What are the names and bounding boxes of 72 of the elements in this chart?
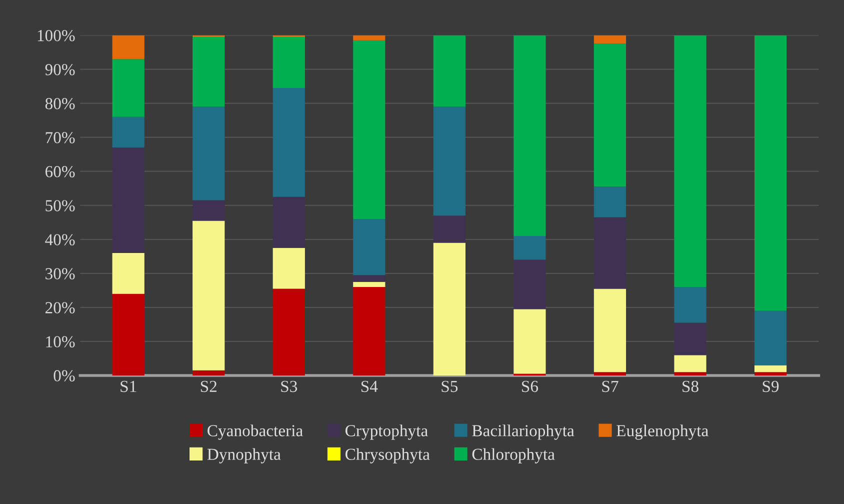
y-tick-label: 90% <box>45 64 75 76</box>
bar <box>674 287 706 323</box>
bar <box>674 322 706 356</box>
x-tick-label: S1 <box>120 380 136 392</box>
x-tick-label: S3 <box>281 380 298 392</box>
bar <box>594 35 626 44</box>
bar <box>674 355 706 372</box>
x-tick-label: S5 <box>442 380 458 392</box>
x-tick-label: S8 <box>682 380 698 392</box>
bar <box>112 148 144 254</box>
y-tick-label: 80% <box>45 98 75 110</box>
x-tick-label: S9 <box>762 380 779 392</box>
legend-label: Bacillariophyta <box>472 424 574 440</box>
bar <box>272 88 305 197</box>
legend-label: Chrysophyta <box>345 448 430 464</box>
bar <box>433 242 466 376</box>
y-tick-label: 100% <box>38 30 75 42</box>
bar <box>674 372 706 376</box>
y-tick-label: 0% <box>54 370 75 382</box>
bar <box>433 35 466 107</box>
bar <box>514 309 546 374</box>
bar <box>353 218 386 276</box>
bar <box>514 260 546 310</box>
bar <box>754 35 787 311</box>
bar <box>272 36 305 88</box>
legend-label: Chlorophyta <box>472 448 555 464</box>
bar <box>192 220 225 370</box>
bar <box>433 216 466 243</box>
x-tick-label: S6 <box>522 380 538 392</box>
bar <box>112 59 144 117</box>
bar <box>272 288 305 376</box>
bar <box>514 236 546 260</box>
bar <box>353 40 386 219</box>
bar <box>754 310 787 366</box>
bar <box>594 44 626 187</box>
bar <box>112 116 144 148</box>
bar <box>754 365 787 372</box>
bar <box>192 200 225 221</box>
legend-label: Cryptophyta <box>345 424 428 440</box>
bar <box>594 186 626 218</box>
x-tick-label: S4 <box>361 380 378 392</box>
bar <box>433 106 466 216</box>
bar <box>272 196 305 248</box>
x-tick-label: S2 <box>200 380 216 392</box>
bar <box>272 248 305 289</box>
bar <box>674 35 706 288</box>
bar <box>192 36 225 107</box>
y-tick-label: 40% <box>45 234 75 246</box>
bar <box>594 288 626 372</box>
bar <box>112 35 144 60</box>
y-tick-label: 30% <box>46 268 75 280</box>
bar <box>192 106 225 200</box>
bar <box>594 217 626 289</box>
y-tick-label: 50% <box>46 200 75 212</box>
bar <box>112 294 144 376</box>
y-tick-label: 10% <box>46 336 75 348</box>
bar <box>353 287 386 376</box>
bar <box>353 275 386 282</box>
bar <box>112 253 144 294</box>
y-tick-label: 20% <box>46 302 75 314</box>
y-tick-label: 60% <box>45 166 75 178</box>
bar <box>353 35 386 40</box>
bar <box>754 372 787 376</box>
legend-label: Dynophyta <box>207 448 281 464</box>
bar <box>192 370 225 376</box>
x-tick-label: S7 <box>602 380 618 392</box>
bar <box>514 35 546 236</box>
bar <box>594 372 626 376</box>
legend-label: Cyanobacteria <box>208 424 303 440</box>
legend-label: Euglenophyta <box>616 424 708 440</box>
y-tick-label: 70% <box>46 132 75 144</box>
bar <box>353 282 386 288</box>
